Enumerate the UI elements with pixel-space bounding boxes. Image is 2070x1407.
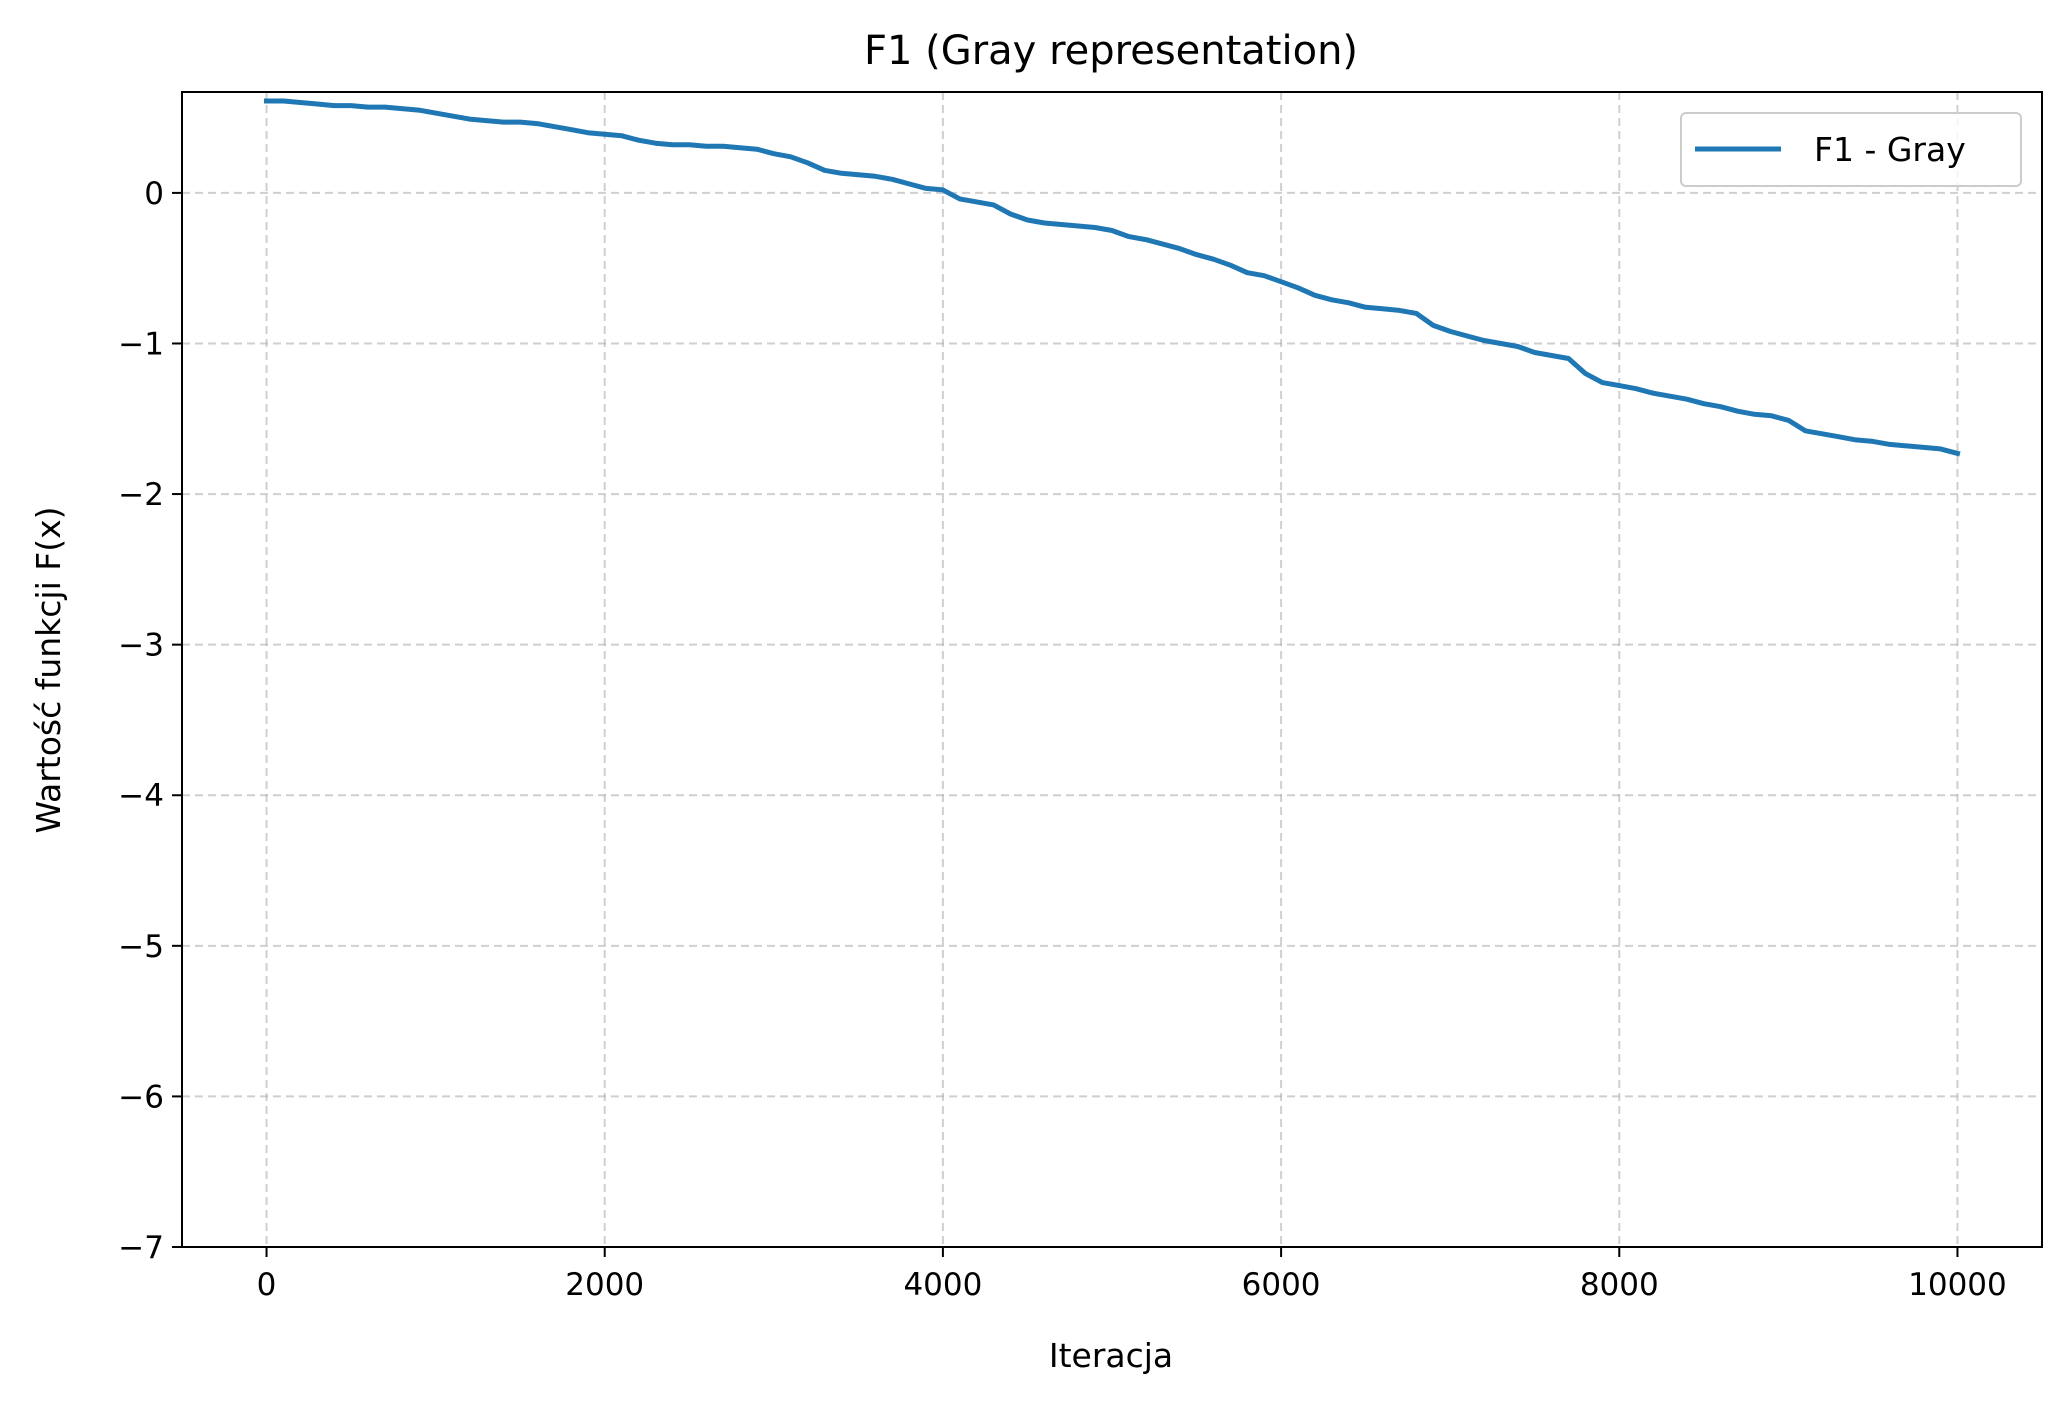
y-tick-label: 0: [144, 176, 164, 212]
x-axis-label: Iteracja: [1049, 1336, 1173, 1375]
y-tick-label: −2: [118, 477, 164, 513]
y-tick-label: −4: [118, 778, 164, 814]
y-tick-label: −6: [118, 1079, 164, 1115]
x-axis-ticks: 0 2000 4000 6000 8000 10000: [257, 1247, 2007, 1303]
x-tick-label: 6000: [1242, 1267, 1321, 1303]
x-tick-label: 10000: [1908, 1267, 2007, 1303]
y-tick-label: −1: [118, 326, 164, 362]
x-tick-label: 8000: [1580, 1267, 1659, 1303]
y-tick-label: −7: [118, 1230, 164, 1266]
y-axis-ticks: −7 −6 −5 −4 −3 −2 −1 0: [118, 176, 182, 1266]
x-tick-label: 0: [257, 1267, 277, 1303]
y-tick-label: −3: [118, 628, 164, 664]
chart-title: F1 (Gray representation): [864, 28, 1358, 74]
x-tick-label: 2000: [565, 1267, 644, 1303]
y-tick-label: −5: [118, 929, 164, 965]
series-lines: [264, 98, 1961, 457]
legend: F1 - Gray: [1680, 112, 2022, 187]
legend-box: [1680, 112, 2022, 187]
plot-area-frame: [181, 91, 2043, 1248]
legend-label-f1-gray: F1 - Gray: [1814, 130, 1966, 169]
x-tick-label: 4000: [903, 1267, 982, 1303]
series-line-f1-gray: [264, 98, 1961, 457]
y-axis-label: Wartość funkcji F(x): [29, 506, 68, 833]
